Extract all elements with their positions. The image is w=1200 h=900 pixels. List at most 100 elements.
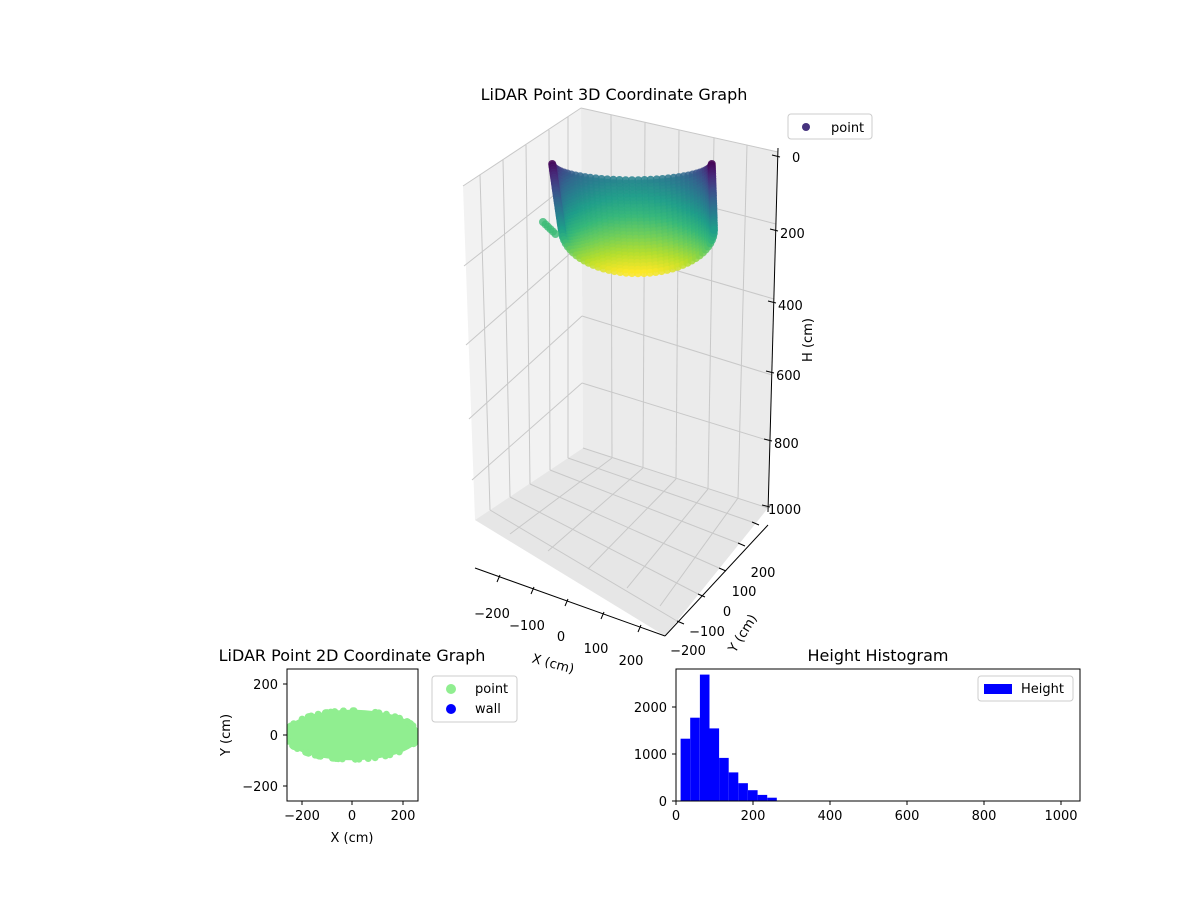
x-tick-label: 200 [391,809,416,824]
legend-3d-marker [802,123,810,131]
x-tick-label: −200 [474,607,510,622]
scatter-point [289,742,297,750]
legend-point-marker [446,684,456,694]
y-tick-label: −200 [242,780,278,795]
legend-3d: point [787,113,873,140]
y-tick-label: −200 [670,644,706,659]
x-tick-label: 800 [972,809,997,824]
scatter-point [304,713,312,721]
legend-hist-label: Height [1021,682,1064,697]
z-axis-label-3d: H (cm) [801,318,816,362]
scatter-point [414,731,418,739]
plot-histogram: Height Histogram 0 200 400 600 800 1000 … [634,646,1081,824]
histogram-bar [767,797,777,801]
scatter-point [410,739,418,747]
histogram-bar [699,674,710,801]
x-axis-label-3d: X (cm) [530,652,575,678]
legend-histogram: Height [977,675,1074,702]
y-tick-label: 100 [732,585,757,600]
histogram-bar [728,772,739,801]
plot-3d-title: LiDAR Point 3D Coordinate Graph [481,85,748,104]
x-ticks-2d [301,801,404,805]
x-tick-label: 100 [584,642,609,657]
plot-2d-title: LiDAR Point 2D Coordinate Graph [219,646,486,665]
scatter-point [315,752,323,760]
scatter-point [305,749,312,757]
legend-3d-frame [787,113,873,140]
scatter-point [323,709,331,717]
x-tick-label: −100 [509,619,545,634]
y-ticks-2d [283,683,287,787]
y-axis-label-2d: Y (cm) [219,714,234,757]
z-tick-label: 0 [792,151,800,166]
cloud-point [640,269,648,278]
y-ticks-hist [672,706,676,802]
x-tick-label: 0 [348,809,356,824]
legend-hist-frame [977,675,1074,702]
scatter-point [287,729,290,736]
histogram-frame [675,668,1081,802]
scatter-point [314,710,322,718]
histogram-bar [719,757,729,801]
histogram-bar [680,738,691,801]
scatter-point [339,707,347,715]
scatter-point [364,755,372,762]
x-axis-label-2d: X (cm) [331,831,374,846]
scatter-point [371,754,379,762]
y-tick-label: 0 [659,795,667,810]
histogram-bar [690,717,700,801]
cloud-point [710,226,718,234]
pane-floor [475,448,768,636]
cloud-point [645,268,654,277]
x-tick-label: 1000 [1044,809,1077,824]
scatter-point [298,715,306,723]
x-tick-label: 0 [557,630,565,645]
legend-2d-label: point [475,682,508,697]
scatter-point [287,737,292,745]
histogram-bar [748,790,758,801]
y-axis-3d [664,524,769,637]
cloud-point [551,230,560,238]
x-ticks-hist [675,801,1062,805]
scatter-2d-points [287,707,418,763]
scatter-point [355,755,363,763]
y-tick-label: 200 [253,678,278,693]
pane-back [581,108,778,508]
z-axis-3d [767,147,779,513]
histogram-bar [709,728,720,801]
scatter-point [334,755,342,763]
cloud-point [616,268,625,276]
y-tick-label: 0 [270,729,278,744]
x-tick-label: 600 [895,809,920,824]
z-tick-label: 400 [778,299,803,314]
cloud-point [634,269,642,278]
pane-left [463,108,583,520]
y-tick-label: 2000 [634,701,667,716]
z-tick-label: 800 [774,437,799,452]
legend-wall-marker [446,704,456,714]
histogram-bars [680,674,777,801]
scatter-point [371,708,379,716]
legend-2d: point wall [431,675,518,723]
scatter-point [382,710,390,718]
y-ticks-3d [676,521,760,625]
x-tick-label: 400 [818,809,843,824]
x-tick-label: 200 [619,654,644,669]
scatter-point [391,713,399,721]
point-cloud-3d [539,160,718,278]
y-tick-label: −100 [689,625,725,640]
scatter-point [350,707,358,715]
x-axis-3d [474,567,666,637]
plot-2d: LiDAR Point 2D Coordinate Graph −200 0 2… [219,646,518,846]
x-ticks-3d [496,574,642,633]
x-tick-label: −200 [284,809,320,824]
histogram-bar [738,783,748,801]
point-cloud-2d [287,709,418,761]
histogram-bar [757,794,768,801]
y-tick-label: 200 [751,566,776,581]
plot-3d: LiDAR Point 3D Coordinate Graph [462,85,873,678]
legend-3d-label: point [831,121,864,136]
z-tick-label: 1000 [768,503,801,518]
histogram-title: Height Histogram [808,646,949,665]
